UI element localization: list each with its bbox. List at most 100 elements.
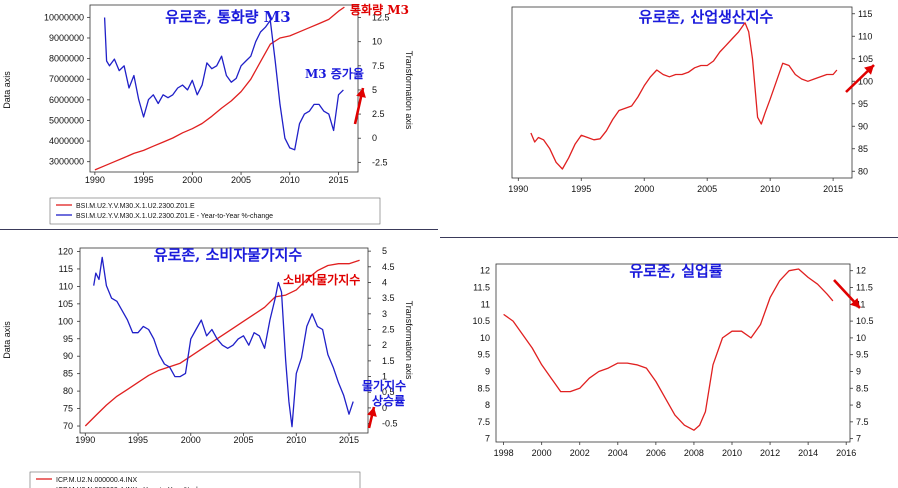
y-tick-label: 105 <box>58 299 73 309</box>
y-axis-title: Data axis <box>2 71 12 109</box>
y2-tick-label: 3.5 <box>382 293 395 303</box>
legend-label: BSI.M.U2.Y.V.M30.X.1.U2.2300.Z01.E - Yea… <box>76 213 273 220</box>
y2-tick-label: 0 <box>382 403 387 413</box>
y-tick-label-left: 9 <box>485 366 490 376</box>
chart-annotation: 물가지수 <box>362 378 406 393</box>
y2-tick-label: 12.5 <box>372 13 390 23</box>
y2-tick-label: -2.5 <box>372 157 388 167</box>
x-tick-label: 2010 <box>280 175 300 185</box>
x-tick-label: 2005 <box>697 184 717 194</box>
y-tick-label: 7.5 <box>856 417 869 427</box>
y-tick-label: 8000000 <box>49 54 84 64</box>
chart-panel-industrial-production: 1990 1995 2000 2005 2010 2015 80 85 90 95 100 105 11… <box>446 0 898 228</box>
y-tick-label-left: 8.5 <box>477 383 490 393</box>
y2-tick-label: 0 <box>372 133 377 143</box>
chart-m3: 1990 1995 2000 2005 2010 20153000000400000050… <box>2 2 414 225</box>
annotation-arrow-head <box>864 65 874 75</box>
chart-title: 유로존, 실업률 <box>629 262 722 280</box>
y-tick-label: 3000000 <box>49 157 84 167</box>
y-tick-label: 9000000 <box>49 33 84 43</box>
y2-tick-label: 2 <box>382 340 387 350</box>
y2-tick-label: -0.5 <box>382 419 398 429</box>
x-tick-label: 2014 <box>798 448 818 458</box>
panel-divider <box>440 237 898 238</box>
x-tick-label: 2000 <box>634 184 654 194</box>
y-tick-label-left: 9.5 <box>477 350 490 360</box>
y-tick-label: 70 <box>63 421 73 431</box>
plot-frame <box>495 263 851 443</box>
y-tick-label: 85 <box>63 369 73 379</box>
y-tick-label: 95 <box>858 99 868 109</box>
y-tick-label: 105 <box>858 54 873 64</box>
x-tick-label: 2004 <box>608 448 628 458</box>
y-tick-label: 8 <box>856 400 861 410</box>
y-tick-label: 10000000 <box>44 12 84 22</box>
x-tick-label: 2010 <box>760 184 780 194</box>
plot-frame <box>79 247 369 434</box>
y2-tick-label: 4 <box>382 277 387 287</box>
y-tick-label-left: 12 <box>480 266 490 276</box>
y-tick-label: 115 <box>59 264 73 274</box>
y2-tick-label: 5 <box>382 246 387 256</box>
y-tick-label-left: 11.5 <box>473 283 490 293</box>
y2-tick-label: 4.5 <box>382 262 395 272</box>
y-tick-label: 12 <box>856 266 866 276</box>
y-tick-label: 100 <box>58 316 73 326</box>
y-tick-label: 5000000 <box>49 115 84 125</box>
x-tick-label: 2005 <box>234 435 254 445</box>
series-line-change <box>93 256 354 428</box>
y-tick-label: 10 <box>856 333 866 343</box>
y-tick-label: 8.5 <box>856 383 869 393</box>
y2-tick-label: 10 <box>372 37 382 47</box>
y2-tick-label: 3 <box>382 309 387 319</box>
y-tick-label-left: 11 <box>481 299 490 309</box>
y-tick-label: 11 <box>856 299 865 309</box>
x-tick-label: 2006 <box>646 448 666 458</box>
y-tick-label: 90 <box>63 351 73 361</box>
y-tick-label: 7 <box>856 434 861 444</box>
series-line-level <box>530 22 838 170</box>
annotation-arrow-head <box>356 88 366 98</box>
chart-title: 유로존, 통화량 M3 <box>165 8 291 26</box>
x-tick-label: 1998 <box>494 448 514 458</box>
x-tick-label: 2000 <box>181 435 201 445</box>
chart-cpi: 1990 1995 2000 2005 2010 20157075808590951001… <box>2 246 414 488</box>
series-line-level <box>503 268 834 431</box>
plot-frame <box>511 6 853 179</box>
y-tick-label: 90 <box>858 121 868 131</box>
y2-tick-label: 7.5 <box>372 61 385 71</box>
x-tick-label: 1995 <box>571 184 591 194</box>
x-tick-label: 1995 <box>128 435 148 445</box>
chart-annotation: 소비자물가지수 <box>283 272 360 287</box>
x-tick-label: 1990 <box>75 435 95 445</box>
x-tick-label: 2016 <box>836 448 856 458</box>
chart-panel-cpi: 1990 1995 2000 2005 2010 2015 70 75 80 85 90 95 100 1… <box>0 240 440 488</box>
legend-label: BSI.M.U2.Y.V.M30.X.1.U2.2300.Z01.E <box>76 203 195 210</box>
chart-title: 유로존, 산업생산지수 <box>639 8 774 26</box>
y-tick-label-left: 10.5 <box>472 316 490 326</box>
legend-box <box>29 471 361 488</box>
y-tick-label-left: 7.5 <box>477 417 490 427</box>
chart-title: 유로존, 소비자물가지수 <box>154 246 303 264</box>
y-tick-label: 110 <box>59 281 73 291</box>
y-tick-label: 75 <box>63 404 73 414</box>
x-tick-label: 2010 <box>286 435 306 445</box>
y-tick-label-left: 8 <box>485 400 490 410</box>
y-tick-label: 85 <box>858 144 868 154</box>
y-tick-label: 80 <box>858 166 868 176</box>
x-tick-label: 2010 <box>722 448 742 458</box>
x-tick-label: 1990 <box>85 175 105 185</box>
y-tick-label: 95 <box>63 334 73 344</box>
y2-tick-label: 2.5 <box>372 109 385 119</box>
y-tick-label-left: 10 <box>480 333 490 343</box>
y-tick-label: 11.5 <box>856 283 873 293</box>
chart-industrial-production: 1990 1995 2000 2005 2010 2015 80 85 90 95 100 105 11… <box>508 6 875 194</box>
x-tick-label: 2015 <box>823 184 843 194</box>
chart-panel-unemployment: 1998 2000 2002 2004 2006 2008 2010 2012 2014 2016… <box>446 248 898 488</box>
x-tick-label: 1995 <box>134 175 154 185</box>
series-line-level <box>94 6 345 171</box>
y-tick-label: 9 <box>856 366 861 376</box>
x-tick-label: 1990 <box>508 184 528 194</box>
y-tick-label: 115 <box>858 9 872 19</box>
y-tick-label: 80 <box>63 386 73 396</box>
